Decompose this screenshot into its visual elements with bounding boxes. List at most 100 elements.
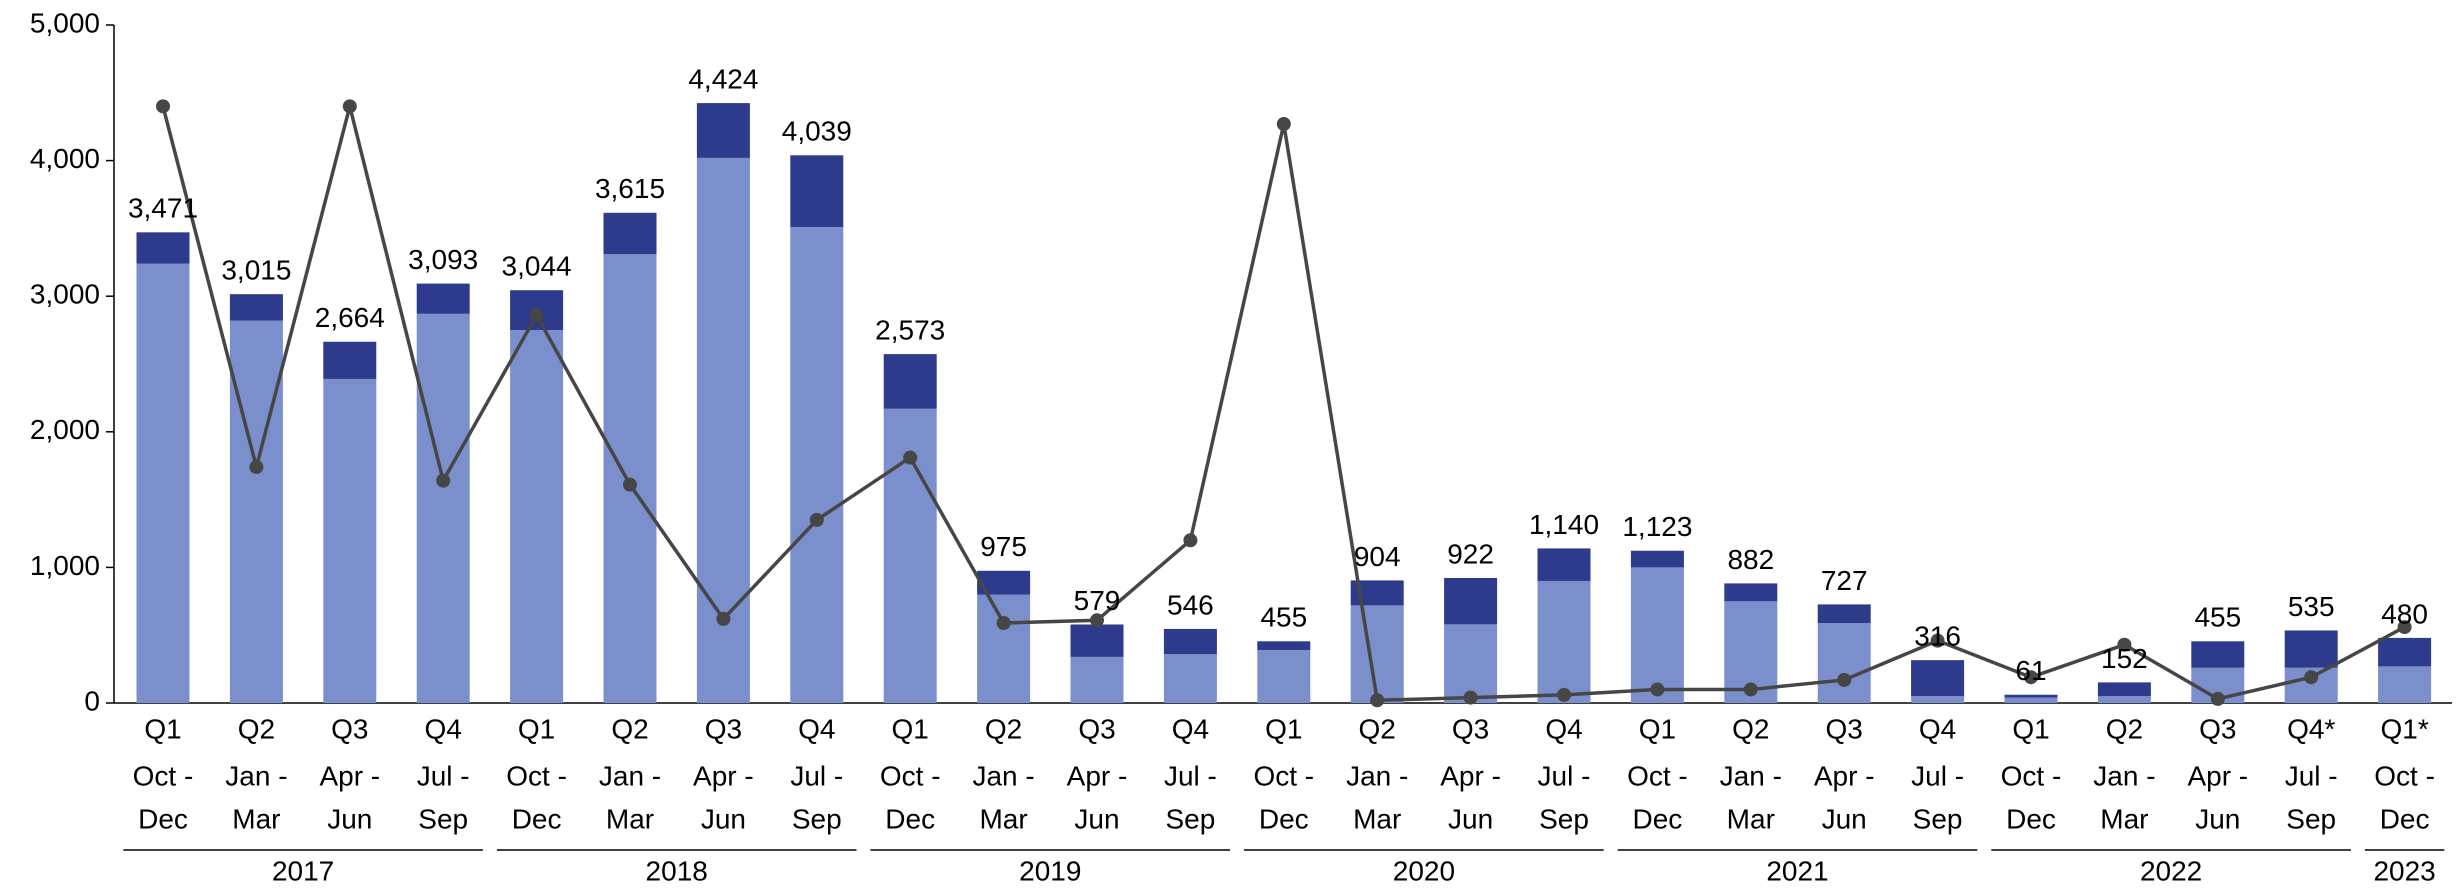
x-tick-label: Jan - bbox=[2093, 760, 2155, 791]
x-tick-label: Oct - bbox=[133, 760, 194, 791]
line-point bbox=[1837, 672, 1852, 687]
total-label: 3,044 bbox=[502, 251, 572, 282]
line-point bbox=[249, 460, 264, 475]
x-tick-label: Q2 bbox=[611, 713, 648, 744]
total-label: 316 bbox=[1914, 621, 1961, 652]
x-tick-label: Q1 bbox=[1639, 713, 1676, 744]
x-tick-label: Q4 bbox=[1919, 713, 1956, 744]
total-label: 1,123 bbox=[1622, 511, 1692, 542]
line-point bbox=[1276, 116, 1291, 131]
x-tick-label: Dec bbox=[138, 803, 188, 834]
bar-segment bbox=[2378, 666, 2432, 703]
x-tick-label: Oct - bbox=[1627, 760, 1688, 791]
total-label: 975 bbox=[980, 531, 1027, 562]
bar-segment bbox=[977, 570, 1031, 595]
bar-segment bbox=[136, 232, 190, 264]
y-tick-label: 3,000 bbox=[30, 279, 100, 310]
x-tick-label: Q4 bbox=[798, 713, 835, 744]
x-tick-label: Oct - bbox=[2374, 760, 2435, 791]
x-tick-label: Apr - bbox=[1067, 760, 1128, 791]
x-tick-label: Jan - bbox=[1720, 760, 1782, 791]
bar-segment bbox=[1630, 550, 1684, 568]
x-tick-label: Sep bbox=[1165, 803, 1215, 834]
group-label: 2019 bbox=[1019, 855, 1081, 886]
bar-segment bbox=[2097, 696, 2151, 703]
bar-segment bbox=[2004, 697, 2058, 703]
x-tick-label: Dec bbox=[2006, 803, 2056, 834]
x-tick-label: Q4 bbox=[1545, 713, 1582, 744]
x-tick-label: Apr - bbox=[2187, 760, 2248, 791]
total-label: 727 bbox=[1821, 565, 1868, 596]
x-tick-label: Q1 bbox=[518, 713, 555, 744]
line-point bbox=[2397, 620, 2412, 635]
x-tick-label: Jun bbox=[1074, 803, 1119, 834]
line-point bbox=[1183, 533, 1198, 548]
x-tick-label: Jul - bbox=[790, 760, 843, 791]
x-tick-label: Jun bbox=[701, 803, 746, 834]
total-label: 546 bbox=[1167, 589, 1214, 620]
bar-segment bbox=[1163, 628, 1217, 655]
bar-segment bbox=[136, 263, 190, 703]
total-label: 61 bbox=[2015, 655, 2046, 686]
bar-segment bbox=[2097, 682, 2151, 697]
x-tick-label: Q1 bbox=[2012, 713, 2049, 744]
bar-segment bbox=[696, 103, 750, 158]
x-tick-label: Jun bbox=[1448, 803, 1493, 834]
x-tick-label: Mar bbox=[606, 803, 654, 834]
line-point bbox=[156, 99, 170, 114]
x-tick-label: Mar bbox=[979, 803, 1027, 834]
x-tick-label: Jun bbox=[327, 803, 372, 834]
total-label: 3,015 bbox=[221, 255, 291, 286]
x-tick-label: Q3 bbox=[1078, 713, 1115, 744]
y-tick-label: 4,000 bbox=[30, 143, 100, 174]
x-tick-label: Q4 bbox=[425, 713, 462, 744]
x-tick-label: Jan - bbox=[972, 760, 1034, 791]
total-label: 2,573 bbox=[875, 314, 945, 345]
bar-segment bbox=[1537, 548, 1591, 581]
x-tick-label: Jul - bbox=[417, 760, 470, 791]
x-tick-label: Jan - bbox=[225, 760, 287, 791]
total-label: 882 bbox=[1727, 544, 1774, 575]
x-tick-label: Q3 bbox=[1826, 713, 1863, 744]
x-tick-label: Q2 bbox=[2106, 713, 2143, 744]
line-point bbox=[342, 99, 357, 114]
line-point bbox=[2304, 670, 2319, 685]
bar-segment bbox=[883, 354, 937, 409]
x-tick-label: Jun bbox=[1822, 803, 1867, 834]
line-point bbox=[1650, 682, 1665, 697]
bar-segment bbox=[229, 320, 283, 703]
bar-segment bbox=[1911, 696, 1965, 703]
line-point bbox=[2024, 670, 2038, 685]
x-tick-label: Mar bbox=[1353, 803, 1401, 834]
x-tick-label: Jul - bbox=[1911, 760, 1964, 791]
total-label: 922 bbox=[1447, 538, 1494, 569]
x-tick-label: Dec bbox=[2380, 803, 2430, 834]
bar-segment bbox=[1630, 567, 1684, 703]
x-tick-label: Apr - bbox=[319, 760, 380, 791]
x-tick-label: Q2 bbox=[985, 713, 1022, 744]
total-label: 2,664 bbox=[315, 302, 385, 333]
x-tick-label: Q4 bbox=[1172, 713, 1209, 744]
total-label: 4,424 bbox=[688, 63, 758, 94]
x-tick-label: Dec bbox=[1633, 803, 1683, 834]
line-point bbox=[903, 450, 918, 465]
x-tick-label: Dec bbox=[512, 803, 562, 834]
x-tick-label: Q3 bbox=[705, 713, 742, 744]
total-label: 535 bbox=[2288, 591, 2335, 622]
bar-segment bbox=[1070, 656, 1124, 703]
x-tick-label: Q2 bbox=[238, 713, 275, 744]
x-tick-label: Sep bbox=[1539, 803, 1589, 834]
x-tick-label: Q1* bbox=[2380, 713, 2428, 744]
line-point bbox=[1930, 633, 1945, 648]
line-point bbox=[716, 611, 731, 626]
total-label: 904 bbox=[1354, 541, 1401, 572]
x-tick-label: Q2 bbox=[1732, 713, 1769, 744]
line-point bbox=[436, 473, 451, 488]
x-tick-label: Jul - bbox=[1538, 760, 1591, 791]
line-point bbox=[996, 615, 1011, 630]
line-point bbox=[1370, 693, 1385, 708]
x-tick-label: Apr - bbox=[693, 760, 754, 791]
bar-segment bbox=[416, 313, 470, 703]
group-label: 2021 bbox=[1766, 855, 1828, 886]
